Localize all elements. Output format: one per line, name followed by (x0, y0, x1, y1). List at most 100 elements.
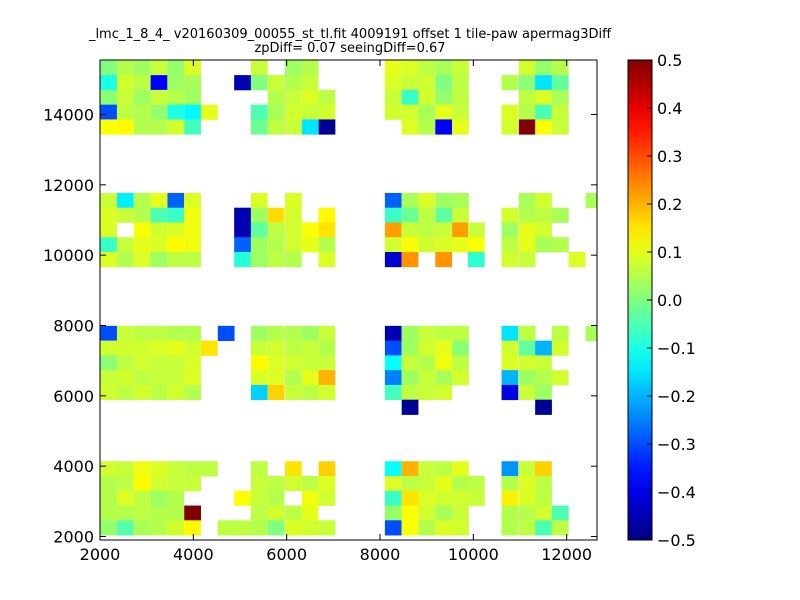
heatmap-cell (167, 222, 185, 238)
y-tick-label: 2000 (53, 527, 94, 546)
heatmap-cell (435, 89, 453, 106)
heatmap-cell (435, 104, 453, 120)
heatmap-cell (401, 119, 419, 135)
heatmap-cell (551, 104, 569, 120)
heatmap-cell (535, 476, 552, 492)
heatmap-cell (535, 490, 552, 506)
heatmap-cell (167, 207, 185, 223)
heatmap-cell (401, 252, 419, 268)
heatmap-cell (167, 119, 185, 135)
heatmap-cell (384, 89, 402, 106)
heatmap-cell (384, 340, 402, 356)
heatmap-cell (133, 384, 151, 401)
heatmap-cell (384, 104, 402, 120)
x-tick-label: 6000 (266, 545, 307, 564)
heatmap-cell (401, 505, 419, 521)
heatmap-cell (467, 476, 485, 492)
heatmap-cell (250, 370, 268, 386)
heatmap-cell (501, 355, 519, 371)
heatmap-cell (167, 461, 185, 477)
heatmap-cell (518, 384, 536, 401)
heatmap-cell (435, 355, 453, 371)
heatmap-cell (384, 207, 402, 223)
heatmap-cell (318, 520, 336, 536)
heatmap-cell (267, 355, 285, 371)
heatmap-cell (401, 370, 419, 386)
heatmap-cell (418, 119, 436, 135)
heatmap-cell (267, 370, 285, 386)
heatmap-cell (133, 119, 151, 135)
heatmap-cell (301, 325, 319, 342)
heatmap-cell (301, 355, 319, 371)
heatmap-cell (435, 340, 453, 356)
heatmap-cell (167, 476, 185, 492)
colorbar-tick-label: −0.2 (657, 387, 696, 406)
heatmap-cell (418, 384, 436, 401)
heatmap-cell (501, 476, 519, 492)
heatmap-cell (285, 237, 302, 253)
heatmap-cell (501, 104, 519, 120)
heatmap-cell (150, 490, 168, 506)
heatmap-cell (167, 340, 185, 356)
heatmap-cell (418, 476, 436, 492)
heatmap-cell (100, 252, 117, 268)
x-tick-label: 2000 (80, 545, 121, 564)
x-tick-label: 10000 (448, 545, 499, 564)
heatmap-cell (301, 384, 319, 401)
heatmap-cell (285, 252, 302, 268)
heatmap-cell (150, 384, 168, 401)
heatmap-cell (167, 75, 185, 91)
heatmap-cell (518, 461, 536, 477)
heatmap-cell (318, 119, 336, 135)
colorbar-tick-label: 0.0 (657, 291, 682, 310)
heatmap-cell (133, 490, 151, 506)
heatmap-cell (234, 222, 251, 238)
heatmap-cell (184, 89, 201, 106)
heatmap-cell (285, 370, 302, 386)
heatmap-cell (318, 207, 336, 223)
heatmap-cell (250, 505, 268, 521)
heatmap-cell (234, 520, 251, 536)
heatmap-cell (117, 355, 134, 371)
heatmap-cell (467, 222, 485, 238)
heatmap-cell (384, 192, 402, 209)
heatmap-cell (117, 75, 134, 91)
heatmap-cell (551, 60, 569, 76)
heatmap-cell (435, 75, 453, 91)
heatmap-cell (418, 461, 436, 477)
heatmap-cell (100, 370, 117, 386)
heatmap-cell (418, 60, 436, 76)
colorbar-tick-label: 0.3 (657, 147, 682, 166)
heatmap-cell (452, 222, 469, 238)
heatmap-cell (167, 60, 185, 76)
heatmap-cell (150, 325, 168, 342)
heatmap-cell (418, 222, 436, 238)
heatmap-cell (100, 520, 117, 536)
heatmap-cell (301, 505, 319, 521)
heatmap-cell (234, 75, 251, 91)
heatmap-cell (250, 325, 268, 342)
heatmap-cell (401, 384, 419, 401)
heatmap-cell (267, 207, 285, 223)
heatmap-cell (452, 192, 469, 209)
colorbar-tick-label: 0.1 (657, 243, 682, 262)
heatmap-cell (435, 119, 453, 135)
heatmap-cell (167, 252, 185, 268)
heatmap-cell (452, 89, 469, 106)
heatmap-cell (418, 192, 436, 209)
heatmap-cell (167, 192, 185, 209)
heatmap-cell (133, 237, 151, 253)
heatmap-cell (384, 355, 402, 371)
heatmap-cell (301, 222, 319, 238)
heatmap-cell (384, 370, 402, 386)
heatmap-cell (518, 222, 536, 238)
heatmap-cell (535, 505, 552, 521)
heatmap-cell (150, 119, 168, 135)
heatmap-cell (285, 222, 302, 238)
y-tick-label: 8000 (53, 316, 94, 335)
heatmap-cell (452, 520, 469, 536)
heatmap-cell (150, 461, 168, 477)
heatmap-cell (267, 340, 285, 356)
